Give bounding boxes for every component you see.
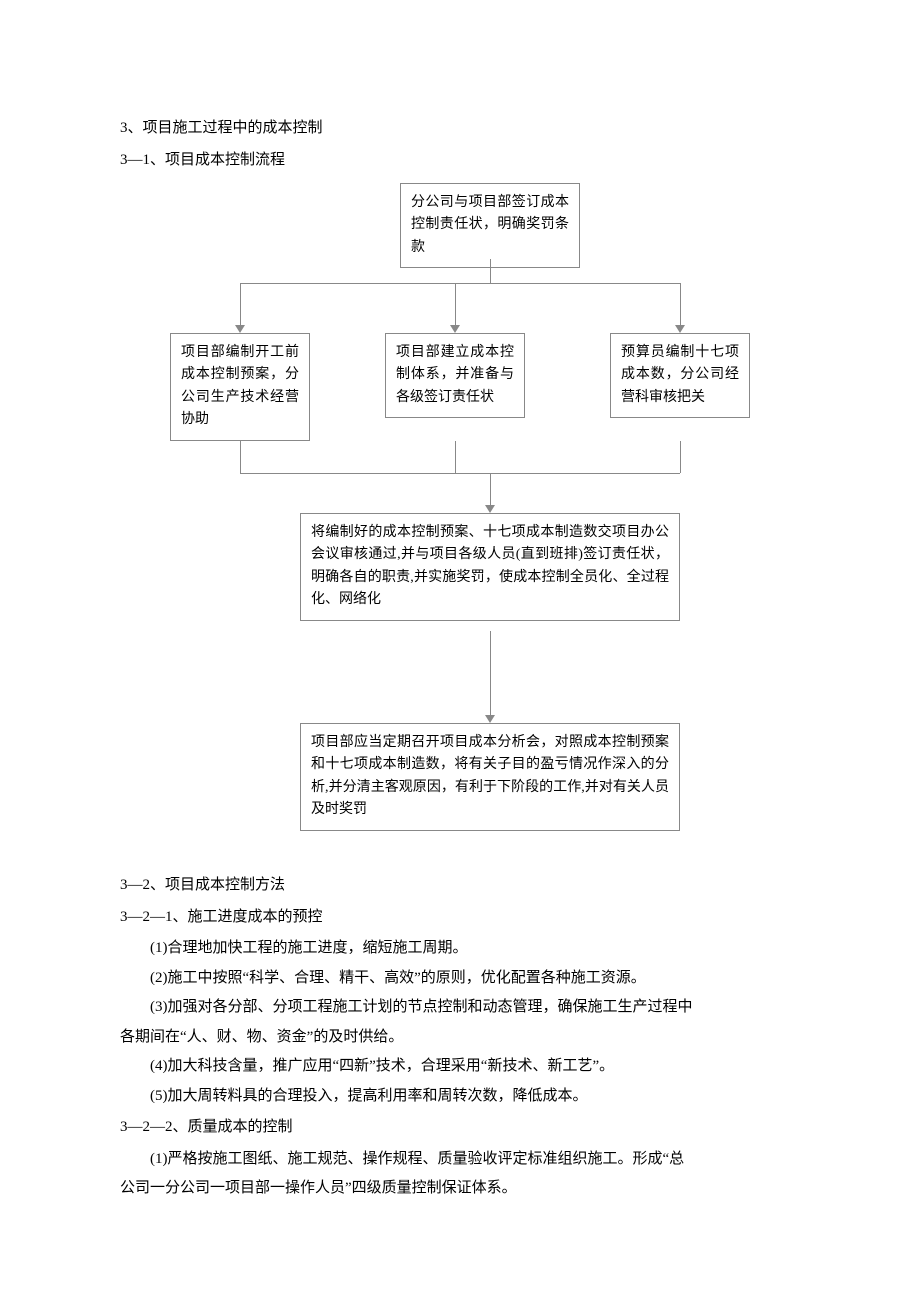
body-paragraph: (3)加强对各分部、分项工程施工计划的节点控制和动态管理，确保施工生产过程中 <box>120 995 800 1021</box>
body-paragraph: (4)加大科技含量，推广应用“四新”技术，合理采用“新技术、新工艺”。 <box>120 1054 800 1080</box>
body-paragraph: 公司一分公司一项目部一操作人员”四级质量控制保证体系。 <box>120 1176 800 1202</box>
heading-3-2-2: 3—2—2、质量成本的控制 <box>120 1115 800 1141</box>
arrow-head-icon <box>485 715 495 723</box>
heading-3-1: 3—1、项目成本控制流程 <box>120 148 800 174</box>
flow-connector <box>240 473 680 474</box>
arrow-head-icon <box>235 325 245 333</box>
body-paragraph: (1)严格按施工图纸、施工规范、操作规程、质量验收评定标准组织施工。形成“总 <box>120 1147 800 1173</box>
flow-connector <box>240 441 241 473</box>
flowchart-node: 项目部应当定期召开项目成本分析会，对照成本控制预案和十七项成本制造数，将有关子目… <box>300 723 680 831</box>
flowchart-node: 将编制好的成本控制预案、十七项成本制造数交项目办公会议审核通过,并与项目各级人员… <box>300 513 680 621</box>
flow-connector <box>490 631 491 715</box>
arrow-head-icon <box>485 505 495 513</box>
document-page: 3、项目施工过程中的成本控制 3—1、项目成本控制流程 分公司与项目部签订成本控… <box>0 0 920 1266</box>
flow-connector <box>455 283 456 325</box>
flow-connector <box>240 283 680 284</box>
flow-connector <box>490 473 491 505</box>
body-paragraph: (2)施工中按照“科学、合理、精干、高效”的原则，优化配置各种施工资源。 <box>120 966 800 992</box>
arrow-head-icon <box>450 325 460 333</box>
arrow-head-icon <box>675 325 685 333</box>
heading-3-2: 3—2、项目成本控制方法 <box>120 873 800 899</box>
flow-connector <box>455 441 456 473</box>
flowchart-node: 项目部建立成本控制体系，并准备与各级签订责任状 <box>385 333 525 418</box>
flow-connector <box>680 441 681 473</box>
body-paragraph: 各期间在“人、财、物、资金”的及时供给。 <box>120 1025 800 1051</box>
flow-connector <box>680 283 681 325</box>
flow-connector <box>490 259 491 283</box>
heading-3-2-1: 3—2—1、施工进度成本的预控 <box>120 905 800 931</box>
flowchart-node: 预算员编制十七项成本数，分公司经营科审核把关 <box>610 333 750 418</box>
body-paragraph: (5)加大周转料具的合理投入，提高利用率和周转次数，降低成本。 <box>120 1084 800 1110</box>
body-paragraph: (1)合理地加快工程的施工进度，缩短施工周期。 <box>120 936 800 962</box>
cost-control-flowchart: 分公司与项目部签订成本控制责任状，明确奖罚条款 项目部编制开工前成本控制预案，分… <box>120 183 800 863</box>
heading-3: 3、项目施工过程中的成本控制 <box>120 116 800 142</box>
flow-connector <box>240 283 241 325</box>
flowchart-node: 项目部编制开工前成本控制预案，分公司生产技术经营协助 <box>170 333 310 441</box>
flowchart-node: 分公司与项目部签订成本控制责任状，明确奖罚条款 <box>400 183 580 268</box>
